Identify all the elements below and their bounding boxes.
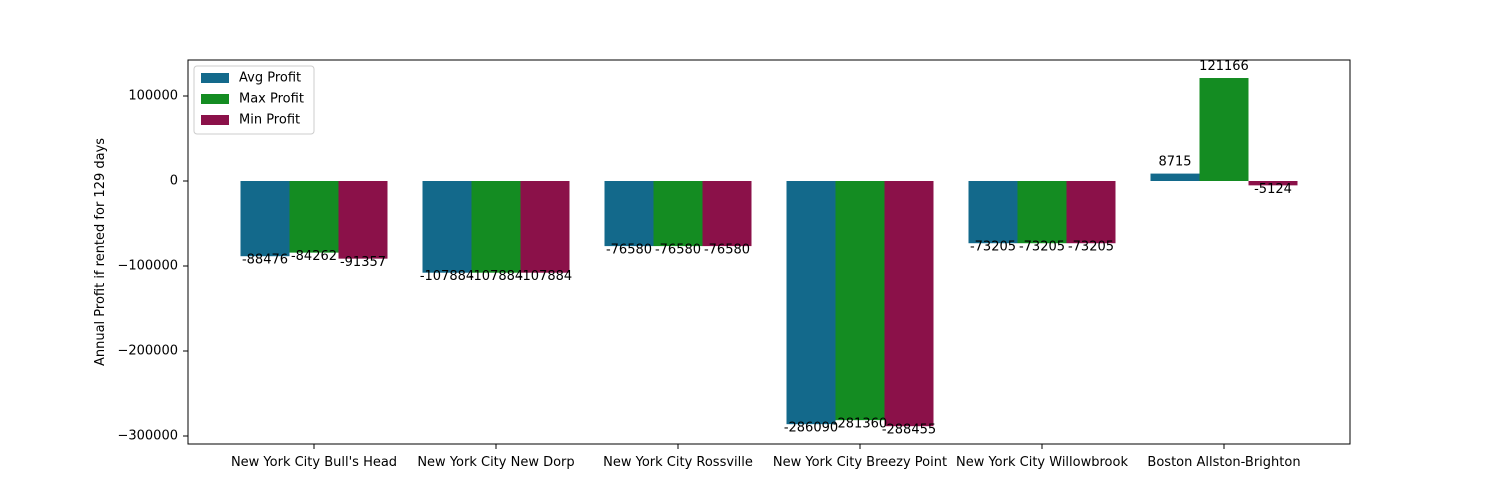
y-tick-label-2: −100000: [117, 259, 178, 274]
value-label-3-1: -281360: [833, 417, 887, 432]
value-label-5-1: 121166: [1199, 59, 1249, 74]
bar-3-0: [786, 181, 836, 425]
bar-3-2: [884, 181, 934, 427]
value-label-1-1: -107884: [469, 269, 523, 284]
value-label-4-2: -73205: [1068, 240, 1114, 255]
bar-5-1: [1199, 78, 1249, 181]
bar-4-0: [968, 181, 1018, 244]
value-label-1-2: -107884: [518, 269, 572, 284]
y-tick-label-3: 0: [170, 174, 178, 189]
y-tick-label-1: −200000: [117, 344, 178, 359]
bar-5-2: [1248, 181, 1298, 186]
bar-1-2: [520, 181, 570, 273]
legend: Avg Profit Max Profit Min Profit: [193, 65, 315, 135]
x-tick-label-5: Boston Allston-Brighton: [1147, 455, 1300, 470]
x-axis: New York City Bull's Head New York City N…: [231, 444, 1301, 470]
value-label-2-0: -76580: [606, 243, 652, 258]
plot-frame: [187, 59, 1351, 445]
value-labels-layer: -88476 -84262 -91357-107884-107884-107884-…: [242, 59, 1292, 438]
x-tick-label-1: New York City New Dorp: [417, 455, 574, 470]
legend-label-1: Max Profit: [239, 92, 304, 107]
y-axis-label: Annual Profit if rented for 129 days: [93, 138, 108, 366]
value-label-4-1: -73205: [1019, 240, 1065, 255]
legend-label-0: Avg Profit: [239, 71, 301, 86]
y-tick-label-4: 100000: [128, 89, 178, 104]
x-tick-label-0: New York City Bull's Head: [231, 455, 397, 470]
value-label-5-2: -5124: [1254, 182, 1292, 197]
value-label-4-0: -73205: [970, 240, 1016, 255]
x-tick-label-2: New York City Rossville: [603, 455, 753, 470]
legend-label-2: Min Profit: [239, 113, 300, 128]
value-label-2-1: -76580: [655, 243, 701, 258]
legend-swatch-2: [201, 115, 229, 125]
bar-5-0: [1150, 173, 1200, 181]
x-tick-label-3: New York City Breezy Point: [773, 455, 947, 470]
value-label-2-2: -76580: [704, 243, 750, 258]
y-axis: −300000 −200000 −100000 0 100000: [117, 89, 188, 444]
bar-0-2: [338, 181, 388, 259]
value-label-0-0: -88476: [242, 253, 288, 268]
bar-4-2: [1066, 181, 1116, 244]
value-label-3-0: -286090: [784, 421, 838, 436]
bar-2-0: [604, 181, 654, 247]
legend-swatch-1: [201, 94, 229, 104]
value-label-5-0: 8715: [1158, 155, 1191, 170]
bar-1-0: [422, 181, 472, 273]
legend-swatch-0: [201, 73, 229, 83]
bar-1-1: [471, 181, 521, 273]
bars-layer: [240, 78, 1298, 427]
bar-2-1: [653, 181, 703, 247]
bar-0-1: [289, 181, 339, 253]
value-label-3-2: -288455: [882, 423, 936, 438]
bar-3-1: [835, 181, 885, 421]
bar-4-1: [1017, 181, 1067, 244]
y-tick-label-0: −300000: [117, 429, 178, 444]
value-label-0-2: -91357: [340, 255, 386, 270]
value-label-1-0: -107884: [420, 269, 474, 284]
value-label-0-1: -84262: [291, 249, 337, 264]
bar-2-2: [702, 181, 752, 247]
x-tick-label-4: New York City Willowbrook: [956, 455, 1128, 470]
bar-0-0: [240, 181, 290, 257]
